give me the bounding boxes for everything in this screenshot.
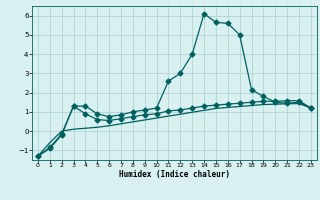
X-axis label: Humidex (Indice chaleur): Humidex (Indice chaleur) (119, 170, 230, 179)
